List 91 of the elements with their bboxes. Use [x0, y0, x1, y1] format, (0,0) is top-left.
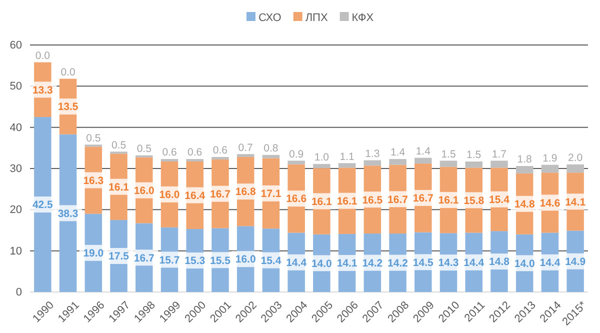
data-label: 0.5: [86, 132, 101, 144]
data-label: 16.0: [134, 184, 155, 197]
legend-label: КФХ: [352, 12, 374, 24]
data-label: 16.1: [311, 196, 332, 208]
data-label: 0.6: [212, 144, 228, 157]
data-label: 14.9: [565, 256, 586, 268]
data-label: 0.9: [289, 148, 304, 160]
data-label: 14.6: [540, 197, 560, 210]
data-label: 16.0: [235, 254, 256, 266]
bar: [566, 164, 584, 173]
bar: [313, 164, 330, 168]
data-label: 16.4: [184, 190, 206, 202]
data-label: 16.7: [388, 194, 408, 206]
data-label: 1.5: [466, 149, 482, 162]
bar: [212, 156, 229, 160]
data-label: 14.0: [514, 258, 535, 270]
data-label: 14.4: [286, 257, 307, 270]
data-label: 1.8: [517, 154, 532, 166]
data-label: 16.1: [336, 195, 358, 208]
data-label: 16.0: [159, 189, 180, 202]
y-tick-label: 40: [10, 122, 22, 134]
data-label: 16.7: [412, 192, 434, 205]
data-label: 1.5: [441, 148, 456, 160]
data-label: 14.5: [412, 256, 434, 269]
data-label: 1.9: [542, 152, 558, 164]
data-label: 17.5: [108, 250, 130, 263]
data-label: 14.3: [438, 257, 459, 270]
data-label: 0.0: [60, 66, 76, 78]
y-tick-label: 20: [10, 204, 22, 216]
data-label: 15.8: [464, 194, 484, 207]
data-label: 0.0: [35, 50, 50, 62]
data-label: 0.7: [238, 142, 254, 154]
data-label: 14.4: [540, 257, 560, 270]
bar: [262, 154, 280, 158]
data-label: 42.5: [32, 199, 54, 212]
data-label: 17.1: [260, 188, 282, 200]
bar: [288, 160, 305, 164]
data-label: 15.5: [210, 254, 231, 267]
bar: [516, 166, 534, 174]
data-label: 15.7: [159, 254, 180, 266]
bar: [364, 160, 382, 166]
data-label: 16.5: [362, 194, 383, 206]
data-label: 16.7: [134, 252, 155, 264]
data-label: 16.1: [108, 181, 130, 194]
data-label: 1.3: [365, 148, 380, 160]
data-label: 14.1: [565, 196, 586, 208]
data-label: 1.1: [340, 150, 354, 163]
data-label: 1.4: [416, 145, 431, 158]
bar: [414, 158, 432, 164]
data-label: 16.7: [210, 188, 231, 200]
legend-label: ЛПХ: [305, 12, 328, 24]
data-label: 14.2: [388, 257, 408, 270]
bar: [338, 163, 356, 168]
bar: [465, 162, 482, 168]
data-label: 0.5: [111, 139, 126, 152]
bar: [541, 164, 559, 173]
data-label: 16.6: [286, 193, 307, 206]
data-label: 14.4: [464, 257, 484, 270]
data-label: 15.4: [489, 194, 510, 206]
data-label: 2.0: [568, 152, 583, 164]
data-label: 13.3: [32, 84, 54, 96]
data-label: 16.8: [235, 186, 256, 198]
bar: [236, 154, 254, 157]
data-label: 0.8: [264, 142, 278, 155]
data-label: 14.1: [336, 258, 358, 270]
data-label: 38.3: [58, 208, 78, 220]
legend-label: СХО: [258, 12, 282, 24]
data-label: 13.5: [58, 101, 78, 114]
bar: [389, 159, 406, 165]
y-tick-label: 50: [10, 80, 22, 93]
data-label: 0.6: [188, 146, 202, 159]
data-label: 1.0: [314, 152, 330, 164]
y-tick-label: 30: [10, 163, 22, 176]
data-label: 14.8: [514, 198, 535, 211]
data-label: 14.8: [489, 256, 510, 268]
y-tick-label: 0: [16, 286, 22, 299]
data-label: 14.0: [311, 258, 332, 270]
data-label: 19.0: [83, 248, 104, 260]
data-label: 1.4: [390, 146, 406, 159]
y-tick-label: 60: [10, 40, 22, 52]
bar: [490, 160, 508, 168]
y-tick-label: 10: [10, 245, 22, 258]
data-label: 0.5: [136, 143, 152, 155]
data-label: 14.2: [362, 257, 383, 270]
bar: [440, 160, 458, 167]
data-label: 16.3: [83, 174, 104, 187]
data-label: 16.1: [438, 194, 459, 207]
data-label: 1.7: [492, 148, 507, 160]
data-label: 15.3: [184, 255, 206, 268]
data-label: 15.4: [260, 254, 282, 267]
data-label: 0.6: [162, 146, 177, 159]
